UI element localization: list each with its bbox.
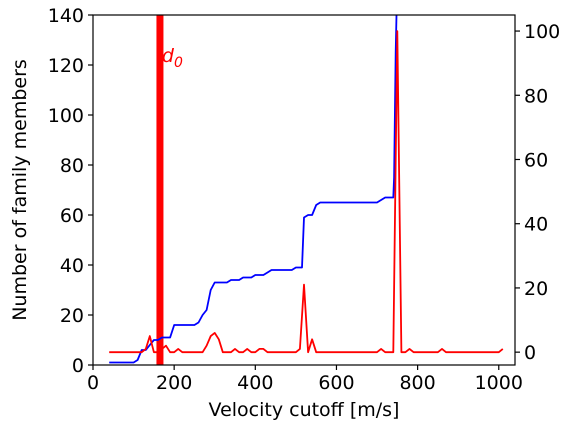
series-line-right-axis bbox=[109, 30, 504, 354]
y2-tick-label: 100 bbox=[524, 21, 560, 43]
ticks-layer: 0 200 400 600 800 100002040608010012014002040… bbox=[48, 5, 561, 394]
y2-tick-label: 0 bbox=[524, 342, 536, 364]
series-line-left-axis bbox=[109, 15, 398, 364]
x-tick-label: 200 bbox=[156, 372, 192, 394]
x-tick-label: 600 bbox=[318, 372, 354, 394]
d0-annotation: d0 bbox=[162, 45, 183, 71]
annotation-symbol: d bbox=[162, 45, 175, 67]
x-axis-label: Velocity cutoff [m/s] bbox=[209, 399, 400, 421]
y2-tick-label: 40 bbox=[524, 214, 548, 236]
y-tick-label: 100 bbox=[48, 105, 84, 127]
y2-tick-label: 80 bbox=[524, 85, 548, 107]
plot-area bbox=[92, 14, 516, 366]
x-tick-label: 400 bbox=[237, 372, 273, 394]
y-tick-label: 20 bbox=[60, 305, 84, 327]
y-tick-label: 40 bbox=[60, 255, 84, 277]
x-tick-label: 0 bbox=[87, 372, 99, 394]
y-tick-label: 60 bbox=[60, 205, 84, 227]
y2-tick-label: 60 bbox=[524, 149, 548, 171]
y2-tick-label: 20 bbox=[524, 278, 548, 300]
plot-frame bbox=[92, 14, 516, 366]
y-tick-label: 140 bbox=[48, 5, 84, 27]
y-tick-label: 0 bbox=[72, 355, 84, 377]
y-axis-label: Number of family members bbox=[9, 59, 31, 321]
data-layer bbox=[109, 15, 504, 365]
y-tick-label: 80 bbox=[60, 155, 84, 177]
annotation-subscript: 0 bbox=[174, 55, 183, 71]
y-tick-label: 120 bbox=[48, 55, 84, 77]
x-tick-label: 1000 bbox=[475, 372, 523, 394]
x-tick-label: 800 bbox=[399, 372, 435, 394]
